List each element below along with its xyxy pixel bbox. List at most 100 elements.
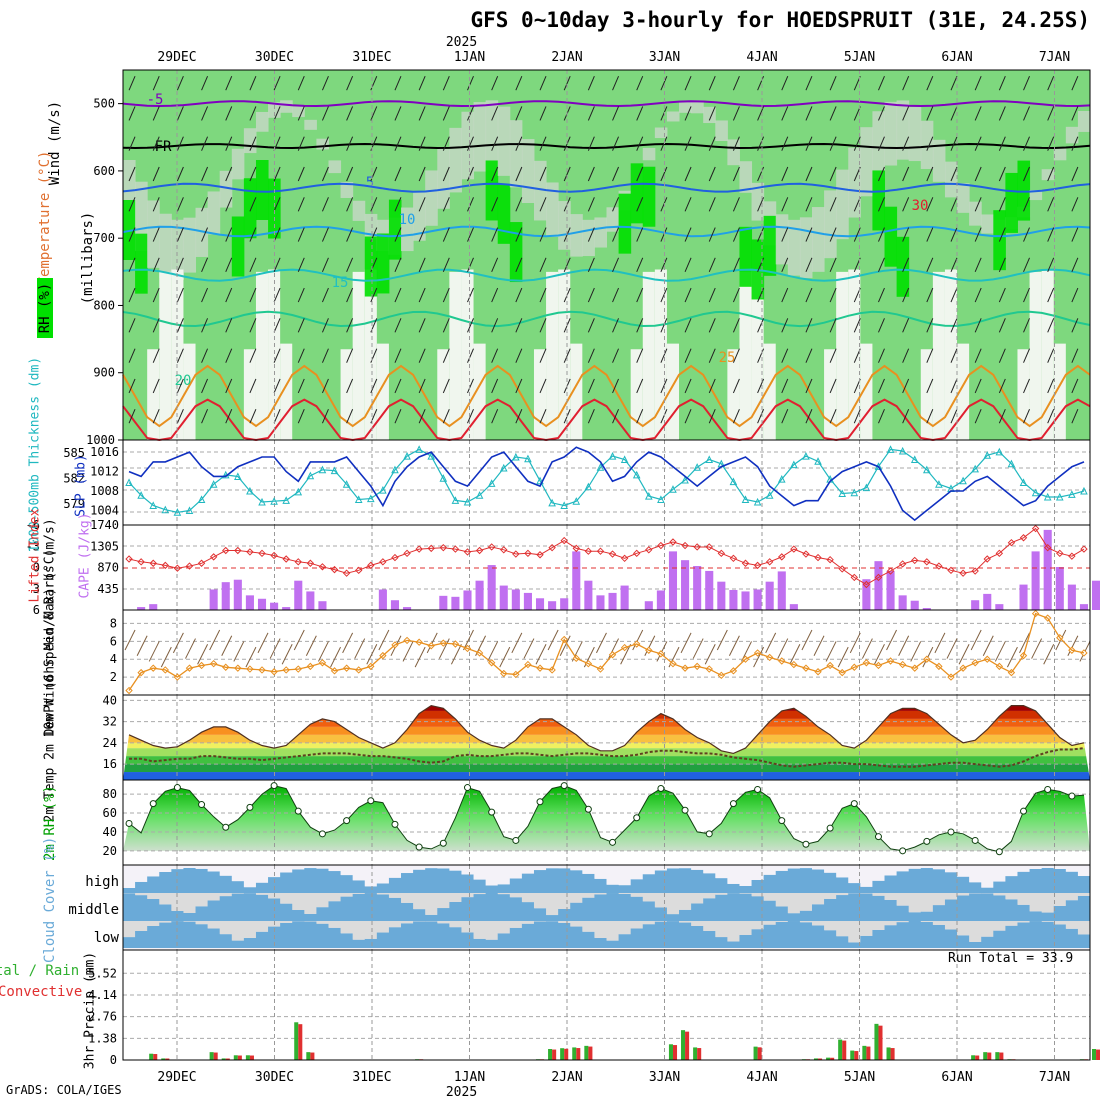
wind-barb (757, 227, 765, 242)
rh-point (899, 847, 907, 855)
wind-barb (974, 75, 982, 91)
wind-barb (273, 318, 281, 333)
wind-barb (539, 197, 547, 212)
wind-barb-10m (716, 629, 728, 651)
cloud-gap (860, 921, 873, 936)
cloud-gap (1005, 868, 1018, 877)
wind-barb (902, 318, 910, 333)
wind-barb (249, 378, 257, 394)
cape-bar (765, 581, 774, 610)
cloud-gap (340, 893, 354, 897)
cloud-bar (171, 921, 184, 948)
thickness-point (209, 480, 218, 488)
li-point (669, 538, 677, 546)
wind-barb (829, 106, 837, 121)
top-date-label: 6JAN (941, 50, 972, 65)
top-date-label: 5JAN (844, 50, 875, 65)
wind-barb (346, 136, 354, 151)
wind-barb (636, 318, 644, 333)
wind-barb (418, 257, 426, 273)
cape-bar (282, 607, 291, 610)
precip-conv-bar (987, 1052, 992, 1060)
cloud-bar (811, 925, 825, 948)
wind-barb (249, 287, 257, 303)
precip-conv-bar (576, 1048, 581, 1060)
cloud-gap (1053, 868, 1067, 869)
cloud-gap (123, 921, 136, 938)
cloud-bar (1053, 868, 1067, 893)
wind-barb (201, 348, 209, 363)
cloud-gap (328, 893, 341, 902)
cloud-gap (703, 921, 716, 931)
cloud-bar (485, 885, 499, 893)
wind-barb (998, 378, 1006, 394)
cloud-bar (739, 934, 752, 948)
temp-band (123, 764, 1090, 773)
thickness-point (137, 491, 145, 499)
rh-point (488, 808, 496, 816)
wind-barb (515, 348, 523, 363)
cloud-gap (533, 868, 547, 871)
cloud-bar (159, 904, 172, 921)
wind-barb (1023, 257, 1030, 273)
wind-barb (805, 75, 813, 91)
cloud-gap (811, 921, 825, 926)
slp-thickness-panel: 579 582 585 1004 1008 1012 1016 (63, 439, 1091, 526)
wind-barb (491, 106, 499, 121)
cloud-gap (207, 893, 221, 901)
cloud-gap (582, 921, 595, 932)
slp-tick: 1012 (90, 465, 119, 479)
wind-barb (684, 75, 692, 91)
cape-bar (922, 608, 931, 610)
cloud-bar (183, 921, 196, 948)
precip-conv-bar (878, 1025, 883, 1060)
wind-barb (829, 166, 837, 182)
wind-barb (515, 197, 523, 212)
isotherm-label: 10 (399, 212, 416, 228)
cloud-gap (316, 921, 329, 924)
cape-bar (306, 591, 315, 610)
wind-barb (346, 378, 354, 394)
thickness-point (487, 479, 496, 487)
cape-bar (137, 607, 146, 610)
cloud-bar (618, 885, 632, 893)
wind-barb (442, 348, 450, 363)
rh-dry-band (437, 148, 450, 209)
wind-barb (998, 197, 1006, 212)
li-point (173, 564, 182, 572)
li-point (596, 547, 605, 555)
cloud-gap (364, 921, 378, 939)
wind-barb (781, 348, 789, 363)
wind-barb (491, 408, 499, 424)
cloud-gap (642, 921, 656, 925)
wind-barb (442, 378, 450, 394)
wind-barb (346, 166, 354, 182)
cape-bar (620, 585, 629, 610)
rh-moist-patch (1017, 160, 1031, 221)
rh-dry-column (533, 349, 547, 440)
rh-moist-patch (618, 193, 632, 254)
cloud-level-label: high (85, 874, 119, 890)
rh-dry-band (255, 111, 269, 132)
wind-barb (805, 257, 813, 273)
cloud-gap (497, 921, 511, 934)
temp-line (128, 704, 1085, 755)
wind-barb (612, 378, 620, 394)
wind-barb (297, 348, 305, 363)
wind-barb (152, 257, 160, 273)
rh-dry-band (352, 200, 366, 221)
thickness-point (584, 482, 593, 491)
rh-dry-column (824, 349, 837, 440)
cloud-bar (231, 893, 245, 921)
wind-barb (1023, 106, 1030, 121)
cloud-gap (243, 921, 257, 938)
rh-dry-band (932, 139, 946, 182)
cloud-bar (654, 870, 668, 893)
cloud-gap (1053, 921, 1067, 925)
cloud-bar (860, 935, 873, 948)
cloud-bar (304, 921, 317, 948)
cloud-gap (739, 921, 752, 935)
cloud-bar (219, 875, 233, 893)
cape-bar (741, 591, 750, 610)
rh-point (874, 833, 882, 841)
